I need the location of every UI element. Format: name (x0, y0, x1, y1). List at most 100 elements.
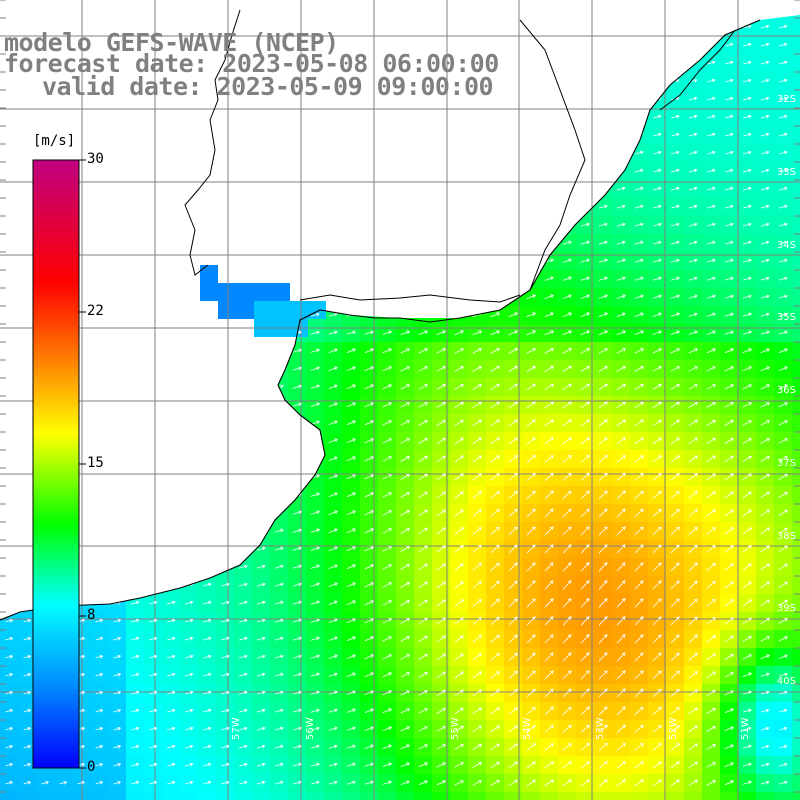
wind-arrow (562, 724, 572, 733)
estuary-cell (218, 301, 236, 319)
wind-arrow (131, 672, 140, 677)
wind-arrow (418, 672, 428, 678)
wind-arrow (256, 276, 266, 281)
field-cell (162, 792, 181, 800)
wind-arrow (256, 222, 266, 227)
wind-arrow (598, 132, 608, 137)
field-cell (126, 576, 145, 595)
wind-arrow (346, 384, 357, 390)
field-cell (234, 522, 253, 541)
wind-arrow (149, 132, 158, 137)
wind-arrow (256, 582, 266, 587)
wind-arrow (635, 7, 643, 10)
field-cell (162, 504, 181, 523)
wind-arrow (725, 96, 734, 101)
wind-arrow (652, 743, 662, 751)
field-cell (324, 288, 343, 307)
wind-arrow (706, 312, 716, 317)
wind-arrow (742, 780, 752, 785)
wind-arrow (5, 132, 14, 137)
wind-arrow (113, 636, 122, 641)
wind-arrow (238, 474, 248, 479)
wind-arrow (23, 438, 32, 443)
wind-arrow (364, 708, 374, 713)
wind-arrow (113, 7, 120, 10)
wind-arrow (131, 564, 140, 569)
latitude-label: 33S (776, 167, 796, 178)
wind-arrow (95, 366, 104, 371)
wind-arrow (688, 222, 698, 227)
wind-arrow (400, 114, 410, 119)
wind-arrow (616, 401, 626, 409)
wind-arrow (688, 761, 698, 769)
field-cell (144, 234, 163, 253)
wind-arrow (634, 258, 644, 263)
estuary-cell (218, 283, 236, 301)
wind-arrow (670, 707, 680, 715)
wind-arrow (239, 744, 248, 749)
wind-arrow (544, 526, 554, 536)
wind-arrow (688, 348, 698, 354)
wind-arrow (292, 708, 302, 713)
field-cell (630, 54, 649, 73)
field-cell (324, 216, 343, 235)
wind-arrow (526, 383, 536, 391)
wind-arrow (166, 528, 176, 533)
wind-arrow (382, 510, 392, 516)
wind-arrow (346, 636, 357, 642)
field-cell (306, 126, 325, 145)
wind-arrow (436, 150, 446, 155)
field-cell (270, 414, 289, 433)
wind-arrow (616, 562, 626, 572)
wind-arrow (778, 204, 788, 209)
wind-arrow (328, 384, 338, 389)
field-cell (486, 126, 505, 145)
wind-arrow (544, 150, 554, 155)
field-cell (396, 18, 415, 37)
field-cell (216, 144, 235, 163)
wind-arrow (562, 652, 572, 662)
field-cell (648, 18, 667, 37)
wind-arrow (778, 330, 788, 335)
wind-arrow (760, 312, 770, 317)
wind-arrow (23, 762, 32, 767)
wind-arrow (616, 455, 626, 463)
wind-arrow (436, 473, 446, 481)
wind-arrow (706, 294, 716, 299)
wind-arrow (436, 617, 446, 625)
wind-arrow (544, 24, 554, 29)
wind-arrow (544, 562, 554, 572)
field-cell (450, 270, 469, 289)
wind-arrow (130, 420, 140, 425)
wind-arrow (742, 726, 752, 731)
wind-arrow (292, 564, 302, 569)
wind-arrow (454, 653, 464, 661)
wind-arrow (203, 744, 212, 749)
wind-arrow (364, 582, 374, 588)
field-cell (504, 198, 523, 217)
wind-arrow (184, 600, 194, 605)
wind-arrow (670, 186, 680, 191)
field-cell (450, 216, 469, 235)
wind-arrow (760, 240, 770, 245)
wind-arrow (580, 419, 590, 427)
longitude-label: 54W (522, 717, 533, 740)
field-cell (522, 72, 541, 91)
wind-arrow (364, 420, 374, 426)
wind-arrow (490, 258, 500, 263)
wind-arrow (77, 132, 86, 137)
wind-arrow (346, 168, 356, 173)
wind-arrow (634, 670, 644, 680)
wind-arrow (670, 419, 680, 427)
wind-arrow (706, 240, 716, 245)
wind-arrow (346, 726, 356, 731)
wind-arrow (220, 654, 230, 659)
wind-arrow (634, 168, 644, 173)
wind-arrow (652, 544, 662, 554)
field-cell (126, 342, 145, 361)
wind-arrow (598, 383, 608, 390)
wind-arrow (526, 222, 536, 227)
field-cell (144, 576, 163, 595)
field-cell (612, 54, 631, 73)
wind-arrow (185, 708, 194, 713)
